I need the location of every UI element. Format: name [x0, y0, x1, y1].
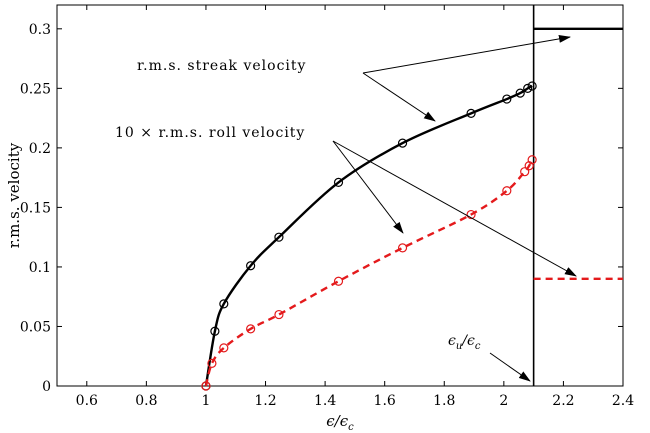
streak-data-point — [397, 138, 408, 148]
roll-series-line — [204, 159, 534, 387]
streak-data-point — [466, 108, 476, 118]
y-tick-label: 0.3 — [29, 22, 51, 38]
y-tick-label: 0.2 — [29, 141, 51, 157]
streak-data-point — [523, 83, 533, 93]
annotation-layer: r.m.s. streak velocity 10 × r.m.s. roll … — [115, 34, 577, 382]
roll-data-point — [333, 276, 344, 286]
y-tick-label: 0.1 — [29, 260, 51, 276]
roll-data-point — [524, 161, 534, 171]
y-tick-label: 0 — [42, 379, 51, 395]
axes-layer: 0.6 0.8 1 1.2 1.4 1.6 1.8 2 2.2 2.4 0 0.05 0.1 0.15 0.… — [5, 4, 634, 433]
y-tick-label: 0.25 — [20, 81, 51, 97]
roll-data-point — [201, 381, 211, 391]
streak-data-point — [246, 261, 256, 271]
x-tick-label: 0.8 — [135, 393, 157, 409]
roll-data-point — [520, 167, 530, 177]
streak-arrow-curve — [362, 72, 436, 122]
streak-data-point — [219, 299, 229, 309]
roll-data-point — [246, 324, 256, 334]
roll-arrow-curve — [332, 140, 404, 234]
x-tick-label: 0.6 — [76, 393, 98, 409]
roll-data-point — [219, 343, 229, 353]
roll-annotation-label: 10 × r.m.s. roll velocity — [115, 125, 305, 141]
threshold-arrow — [489, 352, 531, 382]
x-tick-label: 1.6 — [374, 393, 396, 409]
threshold-annotation-label: ϵu/ϵc — [448, 333, 481, 352]
x-tick-label: 2 — [499, 393, 508, 409]
x-tick-label: 2.2 — [552, 393, 574, 409]
roll-data-point — [207, 358, 217, 368]
roll-arrow-saturated — [332, 140, 577, 277]
streak-annotation-label: r.m.s. streak velocity — [137, 58, 306, 74]
x-tick-label: 1.8 — [433, 393, 455, 409]
x-tick-label: 1.2 — [254, 393, 276, 409]
streak-data-point — [274, 232, 284, 242]
streak-data-point — [527, 81, 537, 91]
streak-series-line — [204, 84, 533, 387]
x-axis-label: ϵ/ϵc — [326, 412, 354, 433]
roll-data-point — [527, 155, 537, 165]
x-tick-label: 2.4 — [612, 393, 634, 409]
streak-data-point — [502, 94, 512, 104]
y-axis-label: r.m.s. velocity — [5, 142, 23, 248]
streak-arrow-saturated — [362, 34, 571, 74]
x-tick-label: 1.4 — [314, 393, 336, 409]
roll-data-point — [502, 186, 512, 196]
roll-data-point — [397, 243, 408, 253]
plot-frame — [56, 4, 624, 387]
streak-data-point — [333, 177, 344, 188]
roll-data-point — [274, 309, 284, 320]
streak-data-point — [515, 88, 525, 98]
x-tick-label: 1 — [201, 393, 210, 409]
series-layer — [201, 5, 623, 391]
y-tick-label: 0.05 — [20, 319, 51, 335]
streak-data-point — [210, 326, 220, 336]
roll-data-point — [466, 209, 476, 220]
y-tick-label: 0.15 — [20, 200, 51, 216]
